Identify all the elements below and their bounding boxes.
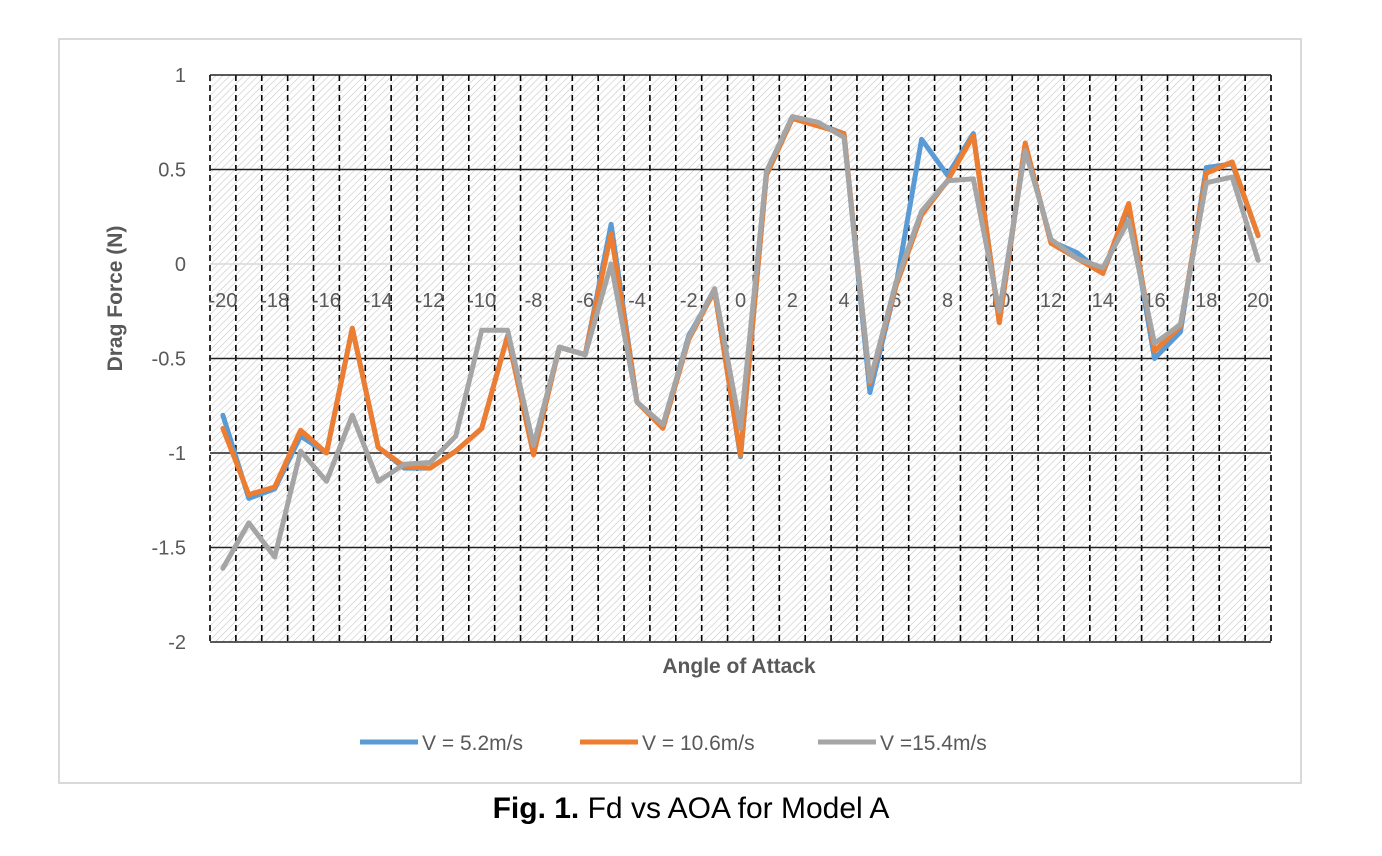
y-tick-label: 0 (175, 254, 186, 276)
x-tick-label: -16 (312, 290, 341, 312)
y-tick-label: 0.5 (158, 160, 186, 182)
y-tick-label: 1 (175, 65, 186, 87)
y-tick-label: -1 (168, 443, 186, 465)
x-tick-label: 20 (1247, 290, 1269, 312)
y-tick-label: -0.5 (152, 349, 186, 371)
x-tick-label: 0 (735, 290, 746, 312)
legend-label-3: V =15.4m/s (880, 732, 987, 755)
x-tick-label: -20 (208, 290, 237, 312)
x-tick-label: 8 (942, 290, 953, 312)
x-tick-label: -12 (416, 290, 445, 312)
x-axis-title: Angle of Attack (662, 655, 816, 678)
chart-frame: 1 0.5 0 -0.5 -1 -1.5 -2 -20 -18 -16 -14 -12 -10 -8 -6… (58, 38, 1302, 784)
x-tick-label: 4 (838, 290, 849, 312)
x-tick-label: -10 (467, 290, 496, 312)
caption-text: Fd vs AOA for Model A (579, 792, 890, 825)
x-tick-label: -14 (364, 290, 393, 312)
figure-caption: Fig. 1. Fd vs AOA for Model A (0, 792, 1382, 826)
series-line-3 (220, 114, 1261, 571)
x-tick-label: -8 (525, 290, 543, 312)
legend-label-1: V = 5.2m/s (422, 732, 523, 755)
x-tick-label: -18 (260, 290, 289, 312)
x-tick-label: 14 (1092, 290, 1114, 312)
drag-force-chart: 10.50-0.5-1-1.5-2 -20 -18 -16 -14 -12 -10 -8 -6… (104, 65, 1272, 755)
x-tick-label: -2 (680, 290, 698, 312)
y-tick-label: -2 (168, 632, 186, 654)
x-tick-label: 18 (1195, 290, 1217, 312)
x-tick-label: -6 (576, 290, 594, 312)
x-tick-label: 2 (787, 290, 798, 312)
x-tick-label: 6 (890, 290, 901, 312)
caption-prefix: Fig. 1. (492, 792, 580, 825)
y-axis-title: Drag Force (N) (104, 226, 127, 372)
x-tick-label: 12 (1040, 290, 1062, 312)
legend: V = 5.2m/s V = 10.6m/s V =15.4m/s (360, 732, 987, 755)
legend-label-2: V = 10.6m/s (642, 732, 755, 755)
y-tick-label: -1.5 (152, 538, 186, 560)
x-tick-label: -4 (628, 290, 646, 312)
